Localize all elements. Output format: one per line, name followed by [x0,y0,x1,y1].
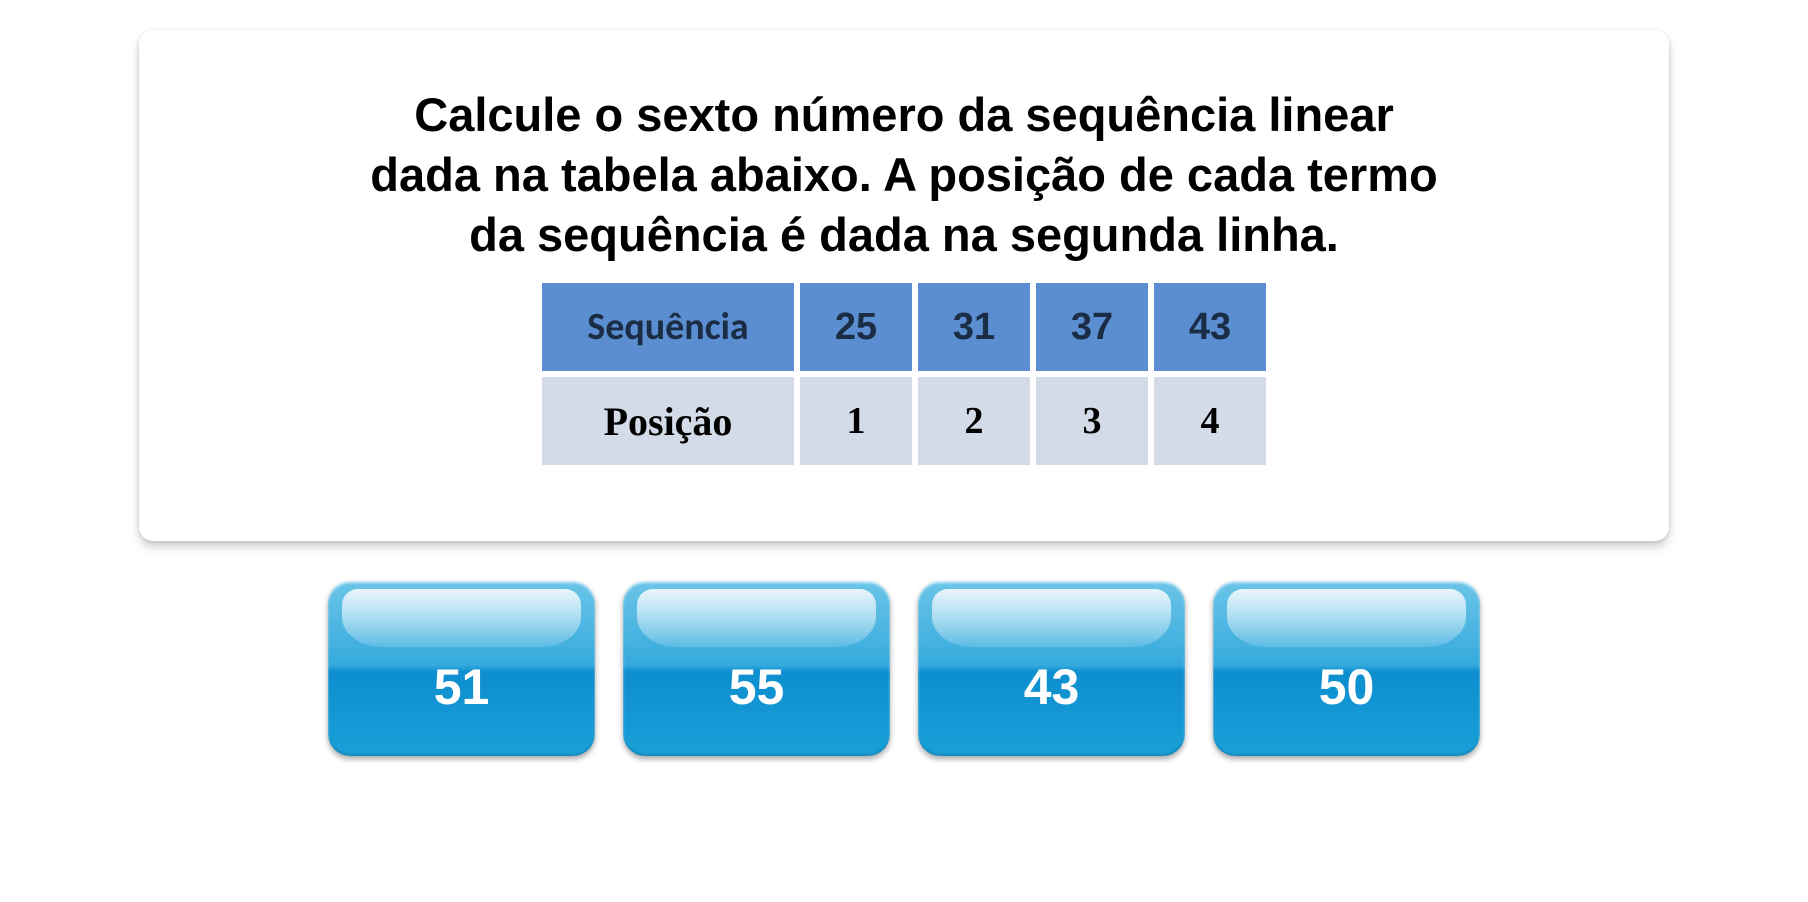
sequence-table: Sequência 25 31 37 43 Posição 1 2 3 4 [536,277,1272,471]
question-line-3: da sequência é dada na segunda linha. [469,208,1339,261]
sequence-label-cell: Sequência [542,283,794,371]
sequence-value-cell: 25 [800,283,912,371]
question-text: Calcule o sexto número da sequência line… [199,85,1609,265]
question-line-2: dada na tabela abaixo. A posição de cada… [370,148,1437,201]
position-value-cell: 2 [918,377,1030,465]
sequence-value-cell: 31 [918,283,1030,371]
question-line-1: Calcule o sexto número da sequência line… [414,88,1394,141]
answer-label: 50 [1213,658,1480,716]
table-row-sequence: Sequência 25 31 37 43 [542,283,1266,371]
answer-label: 55 [623,658,890,716]
answer-button-1[interactable]: 51 [328,581,595,756]
question-card: Calcule o sexto número da sequência line… [139,30,1669,541]
position-value-cell: 3 [1036,377,1148,465]
position-value-cell: 1 [800,377,912,465]
position-value-cell: 4 [1154,377,1266,465]
answer-button-4[interactable]: 50 [1213,581,1480,756]
answer-button-2[interactable]: 55 [623,581,890,756]
sequence-value-cell: 43 [1154,283,1266,371]
quiz-stage: Calcule o sexto número da sequência line… [0,0,1808,902]
answer-label: 43 [918,658,1185,716]
answer-label: 51 [328,658,595,716]
position-label-cell: Posição [542,377,794,465]
sequence-value-cell: 37 [1036,283,1148,371]
table-row-position: Posição 1 2 3 4 [542,377,1266,465]
answers-row: 51 55 43 50 [139,581,1669,756]
answer-button-3[interactable]: 43 [918,581,1185,756]
